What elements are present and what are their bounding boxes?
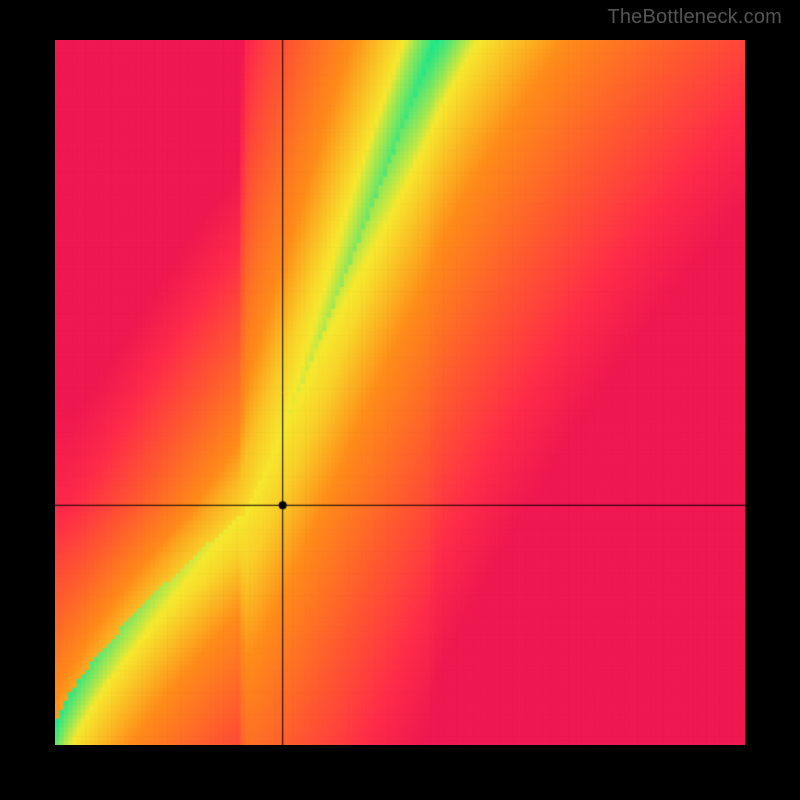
bottleneck-heatmap [55,40,745,745]
attribution-text: TheBottleneck.com [607,6,782,29]
